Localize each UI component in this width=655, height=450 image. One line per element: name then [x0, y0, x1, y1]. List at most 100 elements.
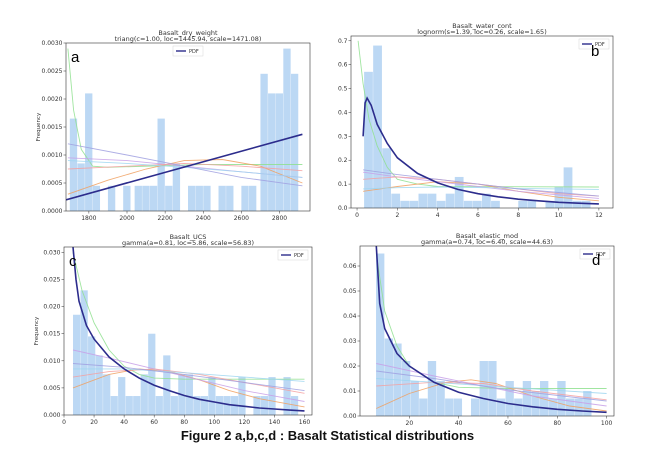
histogram-bar	[445, 398, 454, 416]
x-tick-label: 40	[455, 420, 463, 427]
y-tick-label: 0.6	[338, 62, 348, 69]
histogram-bar	[479, 361, 488, 416]
plot-area	[357, 40, 599, 208]
y-tick-label: 0.4	[338, 109, 348, 116]
histogram-bar	[275, 93, 284, 211]
pdf-line	[72, 247, 305, 412]
histogram-bar	[419, 398, 428, 416]
plot-area	[375, 246, 607, 416]
x-tick-label: 10	[555, 212, 563, 219]
histogram-bar	[427, 193, 437, 208]
fit-line	[72, 349, 305, 402]
pdf-line	[66, 133, 303, 201]
figure-caption: Figure 2 a,b,c,d : Basalt Statistical di…	[180, 428, 475, 443]
y-tick-label: 0.020	[43, 304, 60, 311]
x-tick-label: 120	[239, 419, 251, 426]
fit-line	[73, 368, 305, 382]
histogram-bar	[215, 396, 224, 415]
y-tick-label: 0.3	[338, 133, 348, 140]
histogram-bar	[77, 163, 85, 211]
histogram-bar	[482, 193, 491, 208]
histogram-bar	[283, 48, 291, 211]
y-tick-label: 0.015	[43, 331, 60, 338]
y-tick-label: 0.05	[343, 288, 357, 295]
histogram-bar	[418, 193, 428, 208]
fit-line	[72, 252, 305, 380]
y-tick-label: 0.5	[338, 86, 348, 93]
histogram-bar	[142, 185, 150, 211]
histogram-bar	[223, 396, 231, 415]
histogram-bar	[572, 200, 582, 208]
histogram-bar	[527, 200, 537, 208]
y-tick-label: 0.06	[343, 263, 357, 270]
y-tick-label: 0.010	[43, 358, 60, 365]
histogram-bar	[155, 396, 163, 415]
x-tick-label: 40	[120, 419, 128, 426]
histogram-bar	[195, 185, 203, 211]
x-tick-label: 2	[395, 212, 399, 219]
panel-label: a	[71, 49, 80, 66]
fit-line	[72, 363, 305, 392]
histogram-bar	[391, 193, 401, 208]
histogram-bar	[427, 361, 437, 416]
histogram-bar	[472, 200, 482, 208]
x-tick-label: 8	[516, 212, 520, 219]
histogram-bar	[376, 253, 385, 416]
fit-line	[67, 162, 303, 172]
histogram-bar	[260, 396, 269, 415]
x-tick-label: 0	[355, 212, 359, 219]
histogram-bar	[470, 398, 480, 416]
histogram-bar	[163, 355, 171, 415]
histogram-bar	[172, 163, 181, 211]
legend-label: PDF	[294, 253, 304, 259]
histogram-bar	[193, 396, 201, 415]
chart-title: Basalt_elastic_mod	[456, 232, 518, 240]
legend-label: PDF	[189, 49, 199, 55]
histogram-bar	[92, 185, 101, 211]
x-tick-label: 4	[436, 212, 440, 219]
axes-frame	[63, 246, 313, 416]
histogram-bar	[445, 193, 455, 208]
histogram-bar	[565, 398, 575, 416]
y-tick-label: 0.0	[338, 205, 348, 212]
histogram-bar	[409, 200, 419, 208]
histogram-bar	[226, 185, 234, 211]
histogram-bar	[148, 333, 156, 415]
panel-label: b	[591, 43, 599, 60]
histogram-bar	[491, 200, 500, 208]
pdf-line	[362, 96, 599, 205]
histogram-bar	[73, 314, 81, 415]
fit-line	[67, 159, 303, 195]
axes-frame	[359, 245, 615, 417]
x-tick-label: 140	[269, 419, 281, 426]
x-tick-label: 2200	[157, 215, 172, 222]
fit-line	[363, 169, 599, 197]
histogram-bar	[410, 381, 419, 416]
x-tick-label: 60	[504, 420, 512, 427]
y-tick-label: 0.0010	[42, 152, 63, 159]
y-tick-label: 0.7	[338, 38, 348, 45]
y-tick-label: 0.1	[338, 181, 348, 188]
y-tick-label: 0.01	[343, 388, 357, 395]
histogram-bar	[149, 185, 158, 211]
legend: PDF	[277, 249, 309, 261]
fit-line	[376, 379, 607, 412]
histogram-bar	[384, 338, 393, 416]
x-tick-label: 80	[553, 420, 561, 427]
histogram-bar	[540, 381, 549, 416]
histogram-bar	[118, 377, 126, 415]
y-tick-label: 0.0025	[42, 68, 63, 75]
histogram-bar	[436, 381, 445, 416]
y-tick-label: 0.0005	[42, 180, 63, 187]
x-tick-label: 2000	[119, 215, 134, 222]
fit-line	[376, 378, 607, 394]
histogram-bar	[436, 200, 446, 208]
histogram-bar	[514, 398, 523, 416]
histogram-bar	[95, 355, 103, 415]
x-tick-label: 0	[62, 419, 66, 426]
x-tick-label: 1800	[81, 215, 96, 222]
x-tick-label: 2400	[196, 215, 211, 222]
histogram-bar	[290, 73, 299, 211]
x-tick-label: 20	[90, 419, 98, 426]
